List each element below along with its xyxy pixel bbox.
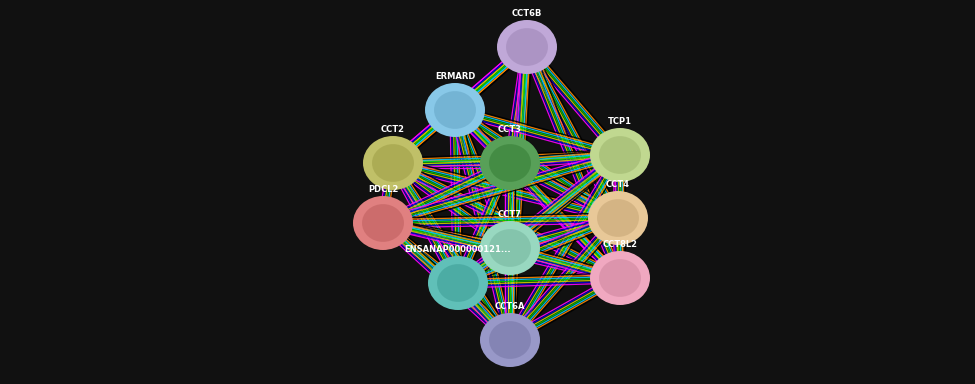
Text: CCT7: CCT7	[498, 210, 522, 219]
Ellipse shape	[506, 28, 548, 66]
Text: CCT2: CCT2	[381, 125, 405, 134]
Ellipse shape	[353, 196, 413, 250]
Ellipse shape	[599, 259, 641, 297]
Ellipse shape	[497, 20, 557, 74]
Ellipse shape	[434, 91, 476, 129]
Ellipse shape	[372, 144, 414, 182]
Ellipse shape	[363, 136, 423, 190]
Ellipse shape	[480, 136, 540, 190]
Ellipse shape	[480, 221, 540, 275]
Text: CCT3: CCT3	[498, 125, 522, 134]
Text: CCT6A: CCT6A	[494, 302, 526, 311]
Text: PDCL2: PDCL2	[368, 185, 398, 194]
Ellipse shape	[489, 321, 531, 359]
Text: CCT6B: CCT6B	[512, 9, 542, 18]
Text: TCP1: TCP1	[608, 117, 632, 126]
Ellipse shape	[597, 199, 639, 237]
Ellipse shape	[437, 264, 479, 302]
Ellipse shape	[425, 83, 485, 137]
Ellipse shape	[362, 204, 404, 242]
Ellipse shape	[590, 251, 650, 305]
Ellipse shape	[480, 313, 540, 367]
Ellipse shape	[489, 229, 531, 267]
Text: CCT8L2: CCT8L2	[603, 240, 638, 249]
Ellipse shape	[599, 136, 641, 174]
Text: CCT4: CCT4	[606, 180, 630, 189]
Text: ERMARD: ERMARD	[435, 72, 475, 81]
Ellipse shape	[489, 144, 531, 182]
Ellipse shape	[588, 191, 648, 245]
Ellipse shape	[428, 256, 488, 310]
Text: ENSANAP000000121...: ENSANAP000000121...	[405, 245, 511, 254]
Ellipse shape	[590, 128, 650, 182]
